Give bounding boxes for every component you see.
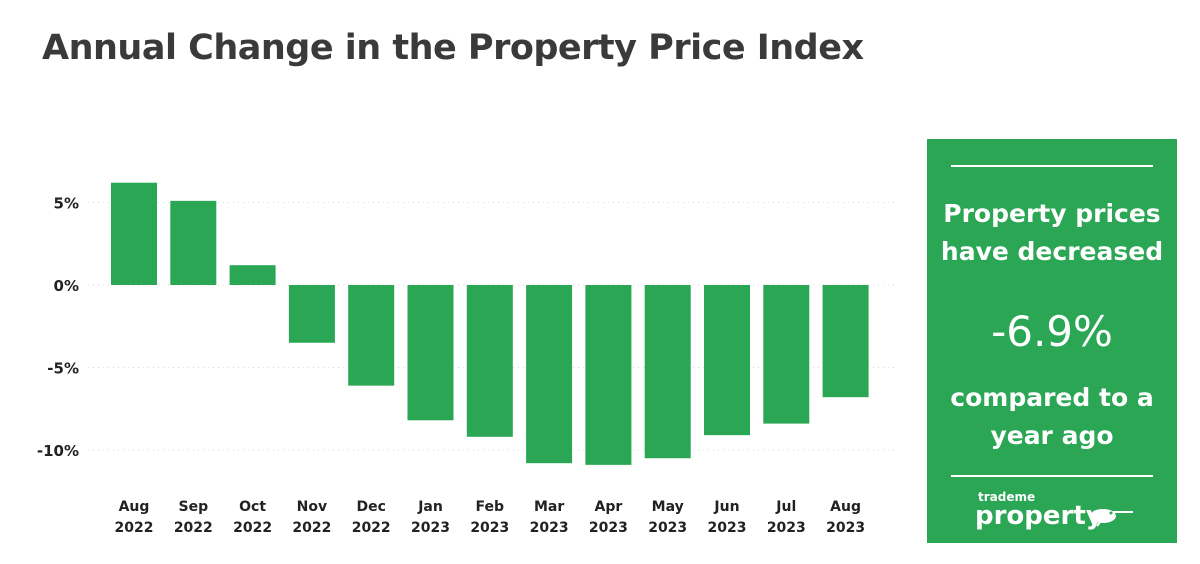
bar bbox=[644, 285, 691, 459]
bar bbox=[407, 285, 454, 421]
x-tick-label: Apr bbox=[595, 499, 623, 515]
x-tick-year: 2022 bbox=[115, 520, 154, 536]
chart-title: Annual Change in the Property Price Inde… bbox=[42, 28, 864, 68]
x-tick-label: Mar bbox=[534, 499, 564, 515]
x-tick-year: 2022 bbox=[352, 520, 391, 536]
summary-panel: Property prices have decreased -6.9% com… bbox=[927, 139, 1177, 543]
y-tick-label: -5% bbox=[47, 360, 79, 378]
bar-chart: 5% 0% -5% -10% Aug 2022 Sep 2022 Oct 2022 Nov 2022 D… bbox=[37, 182, 895, 536]
x-tick-year: 2023 bbox=[530, 520, 569, 536]
summary-line: year ago bbox=[990, 421, 1114, 450]
x-tick-label: Jun bbox=[713, 499, 739, 515]
logo-small-text: trademe bbox=[978, 490, 1036, 504]
x-tick-label: Feb bbox=[476, 499, 505, 515]
logo-big-text: property bbox=[975, 501, 1103, 531]
summary-line: have decreased bbox=[940, 237, 1164, 266]
x-tick-year: 2022 bbox=[174, 520, 213, 536]
bar bbox=[229, 265, 276, 285]
x-tick-label: Aug bbox=[119, 499, 150, 515]
x-tick-year: 2023 bbox=[708, 520, 747, 536]
bar bbox=[348, 285, 395, 386]
x-tick-label: Dec bbox=[356, 499, 385, 515]
x-tick-year: 2023 bbox=[826, 520, 865, 536]
x-tick-year: 2023 bbox=[767, 520, 806, 536]
bar bbox=[111, 182, 157, 285]
y-tick-label: 5% bbox=[54, 195, 79, 213]
x-tick-year: 2023 bbox=[411, 520, 450, 536]
summary-text: Property prices have decreased bbox=[927, 195, 1177, 271]
summary-text-2: compared to a year ago bbox=[927, 379, 1177, 455]
y-tick-label: -10% bbox=[37, 442, 79, 460]
x-tick-label: May bbox=[652, 499, 684, 515]
bar bbox=[170, 200, 217, 285]
trademe-property-logo: trademe property bbox=[975, 490, 1133, 531]
x-tick-label: Sep bbox=[178, 499, 208, 515]
y-tick-label: 0% bbox=[54, 277, 79, 295]
x-tick-year: 2022 bbox=[233, 520, 272, 536]
x-tick-year: 2023 bbox=[589, 520, 628, 536]
bar bbox=[526, 285, 573, 464]
x-tick-label: Aug bbox=[830, 499, 861, 515]
x-tick-label: Oct bbox=[239, 499, 266, 515]
x-tick-label: Nov bbox=[297, 499, 327, 515]
x-tick-label: Jan bbox=[417, 499, 443, 515]
bar bbox=[704, 285, 750, 436]
summary-line: compared to a bbox=[950, 383, 1154, 412]
divider bbox=[951, 475, 1153, 477]
kiwi-bird-icon bbox=[1090, 509, 1133, 527]
summary-value: -6.9% bbox=[991, 307, 1113, 356]
summary-line: Property prices bbox=[943, 199, 1161, 228]
bar bbox=[288, 285, 335, 343]
bar bbox=[466, 285, 513, 437]
x-tick-year: 2023 bbox=[648, 520, 687, 536]
x-tick-year: 2023 bbox=[470, 520, 509, 536]
x-tick-label: Jul bbox=[775, 499, 796, 515]
bar bbox=[585, 285, 632, 465]
x-tick-year: 2022 bbox=[292, 520, 331, 536]
divider bbox=[951, 165, 1153, 167]
bar bbox=[822, 285, 869, 398]
bar bbox=[763, 285, 810, 424]
